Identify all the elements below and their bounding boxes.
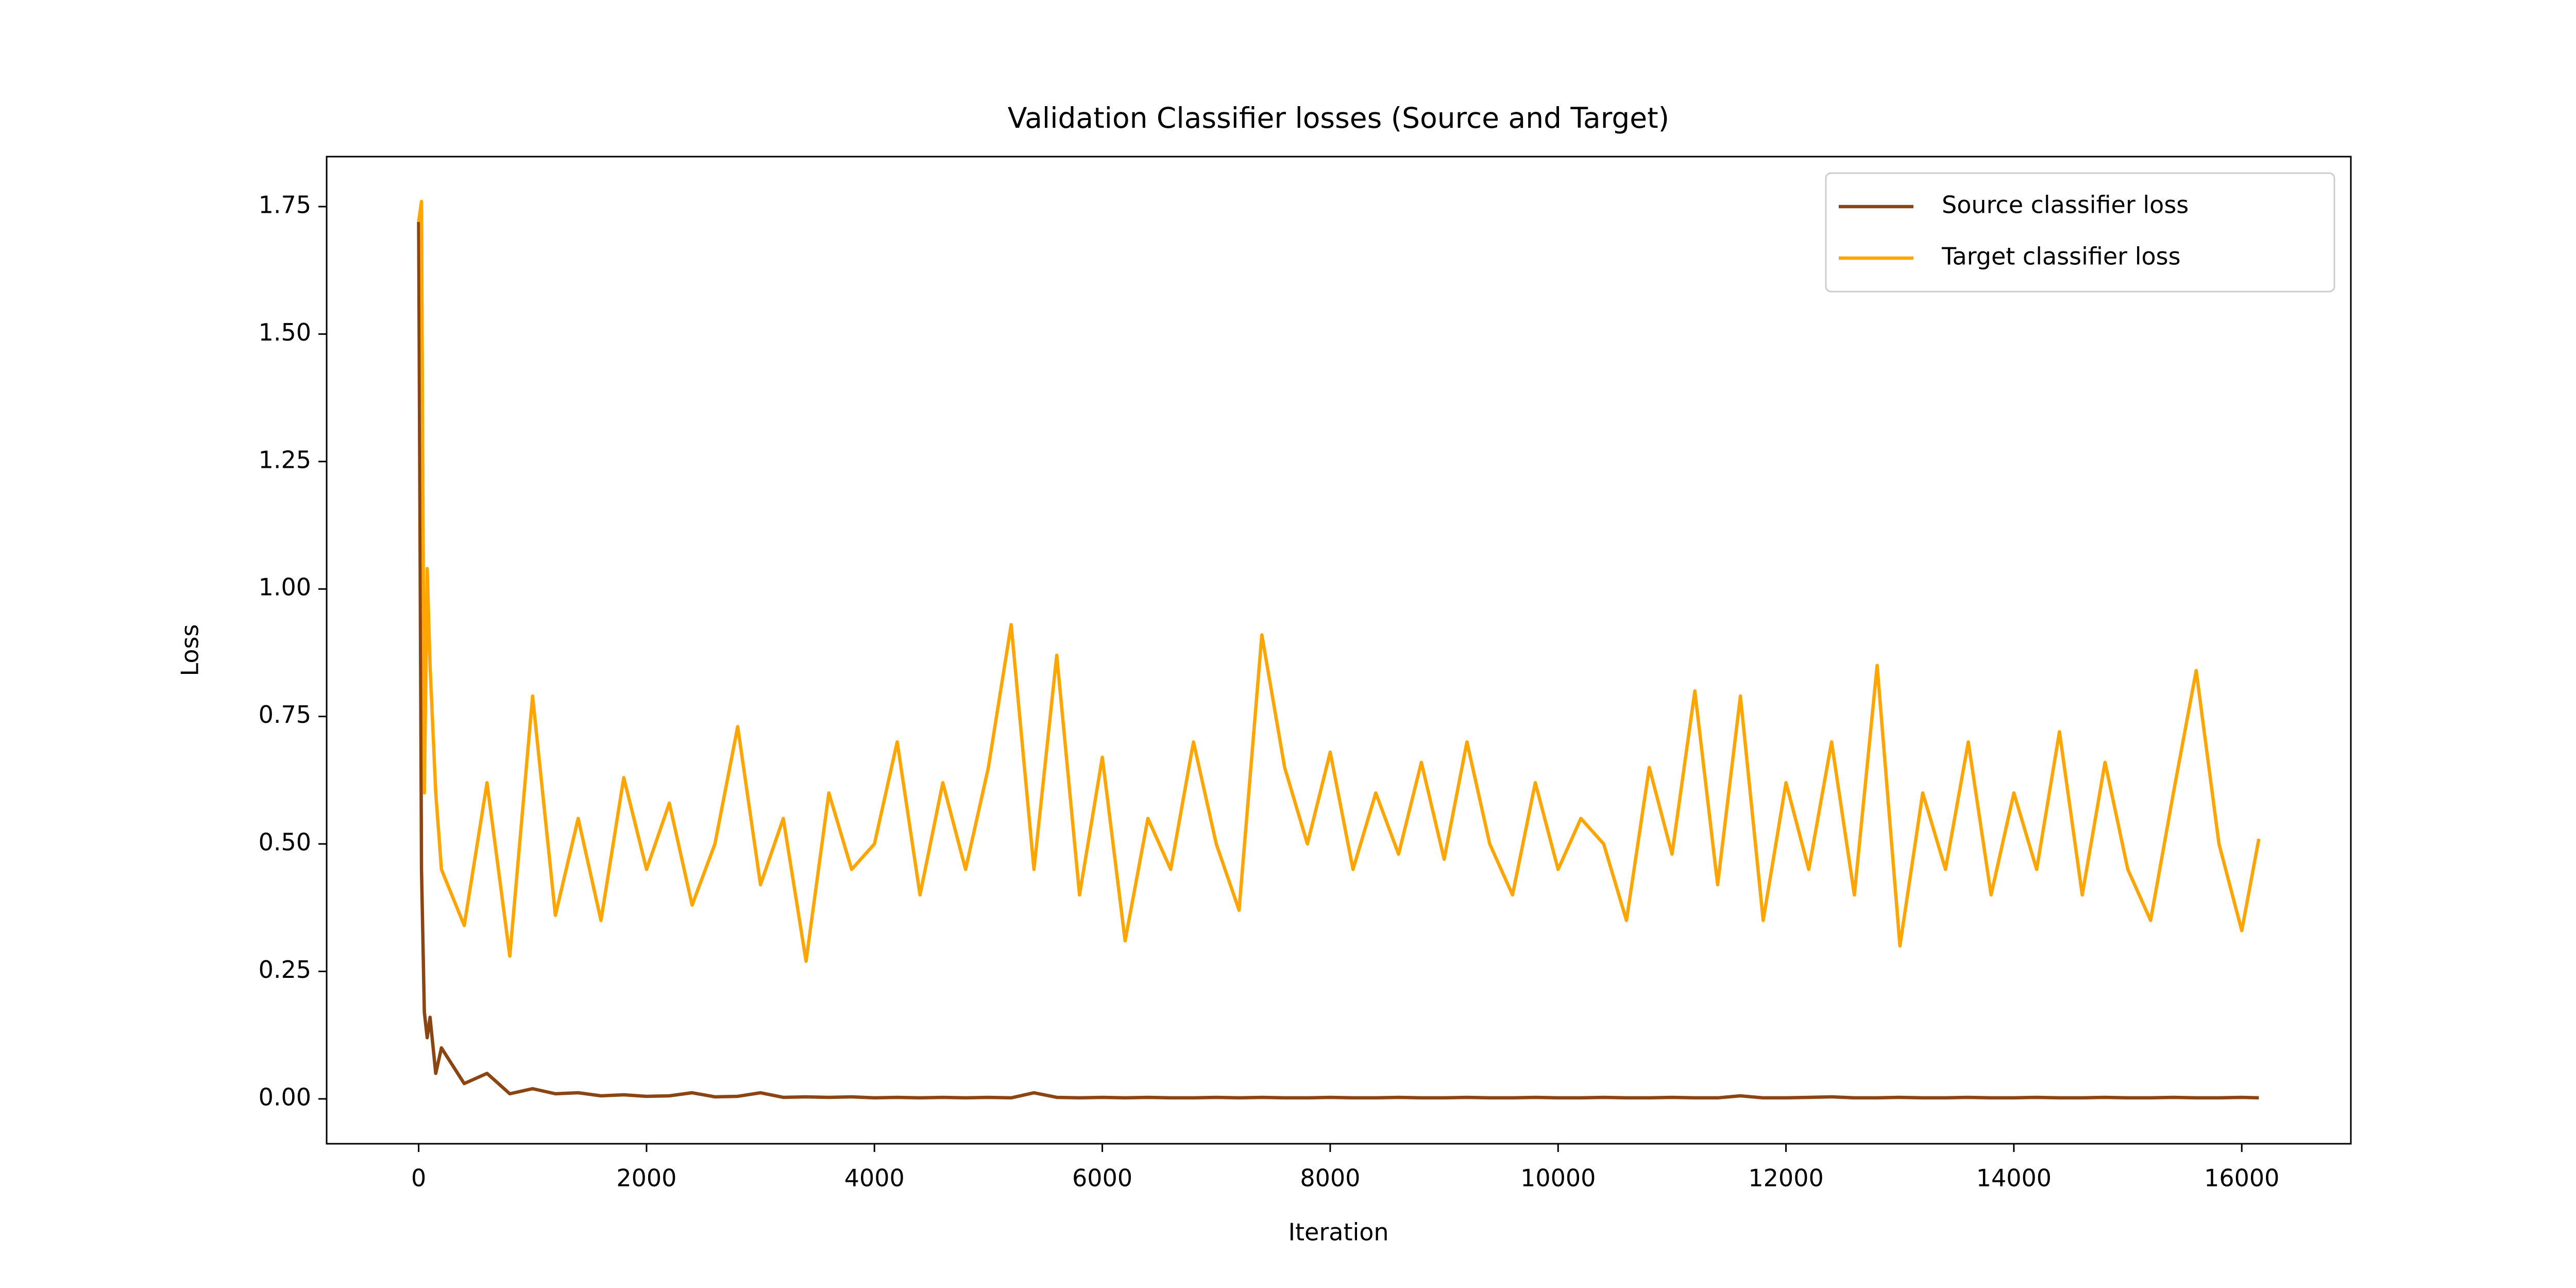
y-tick-label: 1.50	[259, 318, 311, 346]
y-tick-label: 0.50	[259, 828, 311, 856]
legend-label: Source classifier loss	[1942, 191, 2189, 219]
x-tick-label: 10000	[1520, 1164, 1596, 1192]
y-axis-label: Loss	[176, 624, 204, 676]
x-tick-label: 2000	[616, 1164, 676, 1192]
x-tick-label: 0	[411, 1164, 426, 1192]
series-line	[417, 222, 2259, 1100]
y-tick-label: 1.75	[259, 191, 311, 218]
x-tick-label: 14000	[1976, 1164, 2052, 1192]
plot-frame	[326, 156, 2352, 1145]
x-tick-label: 12000	[1748, 1164, 1823, 1192]
x-tick-label: 16000	[2204, 1164, 2279, 1192]
legend-box	[1825, 172, 2335, 293]
x-tick-label: 4000	[844, 1164, 905, 1192]
y-tick-label: 0.75	[259, 701, 311, 728]
x-tick-label: 8000	[1300, 1164, 1360, 1192]
series-line	[417, 199, 2261, 963]
chart-title: Validation Classifier losses (Source and…	[1008, 101, 1669, 134]
y-tick-label: 0.00	[259, 1083, 311, 1111]
y-tick-label: 1.00	[259, 573, 311, 601]
y-tick-label: 0.25	[259, 956, 311, 984]
x-axis-label: Iteration	[1288, 1218, 1388, 1246]
x-tick-label: 6000	[1072, 1164, 1132, 1192]
legend-label: Target classifier loss	[1941, 243, 2181, 270]
y-tick-label: 1.25	[259, 446, 311, 473]
